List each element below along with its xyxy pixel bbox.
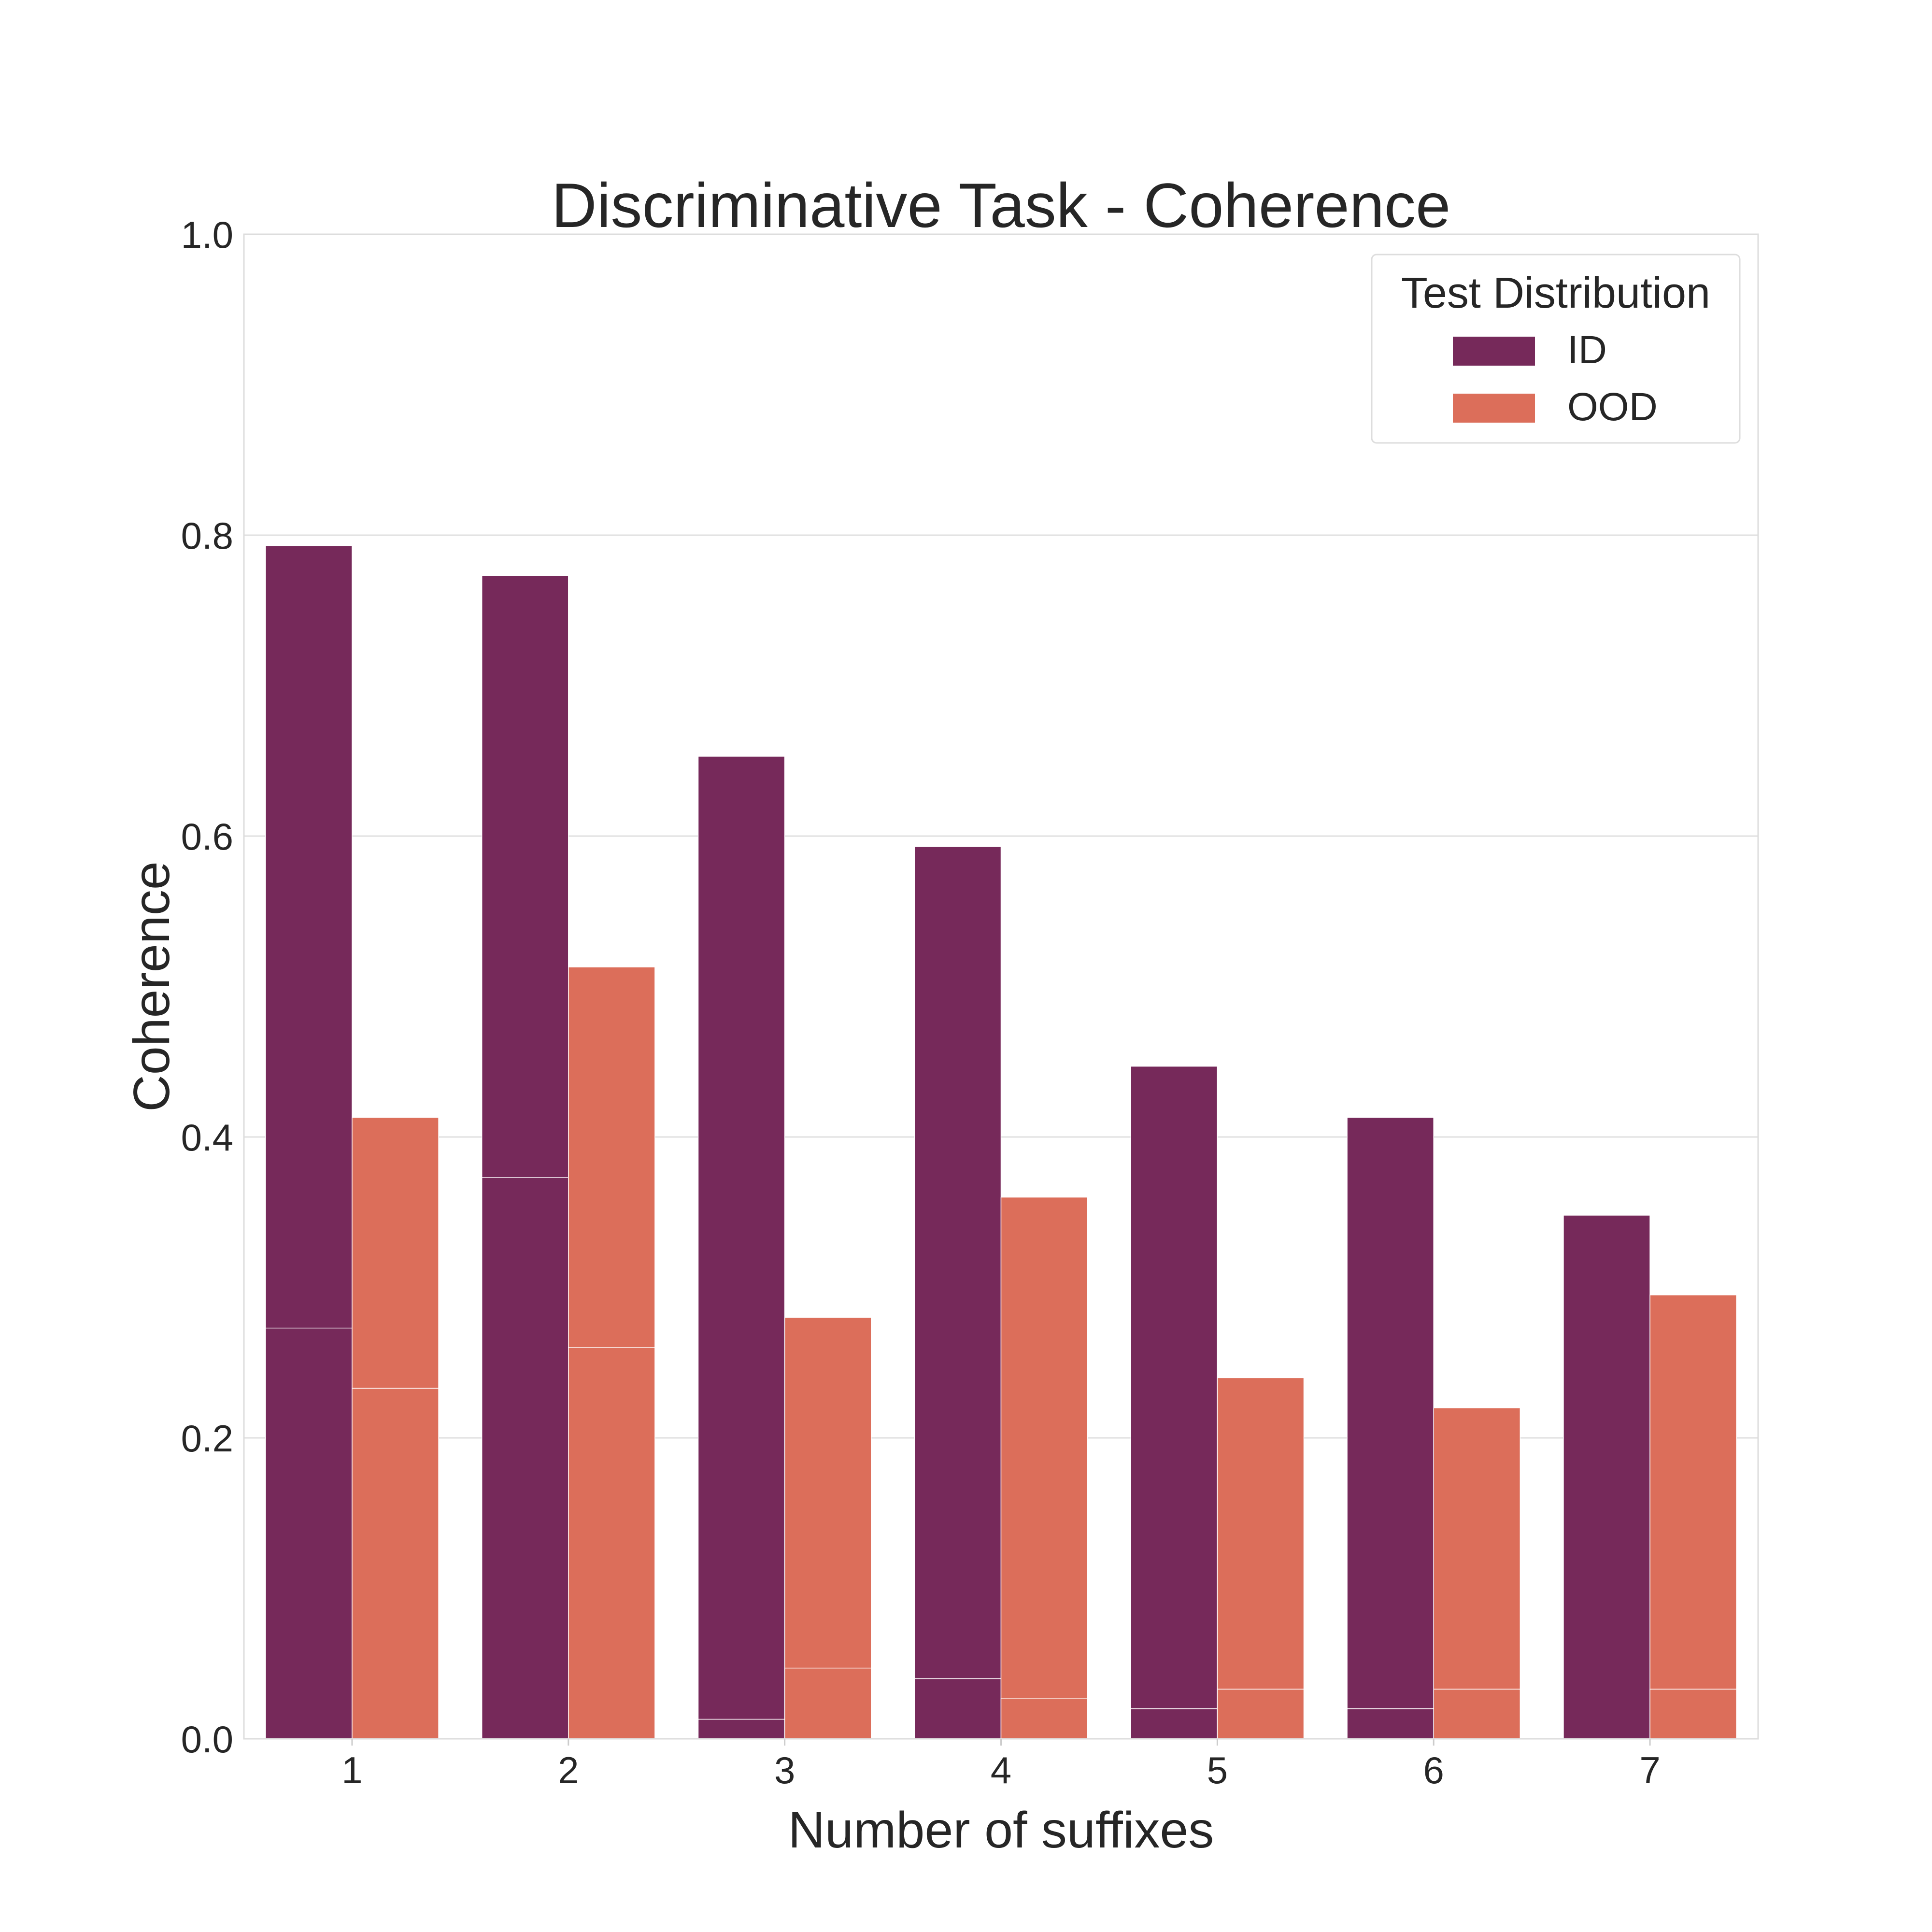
y-tick-label: 0.4 <box>181 1116 233 1159</box>
legend-swatch-id <box>1453 337 1535 366</box>
bar-id-6 <box>1347 1117 1434 1739</box>
chart-title: Discriminative Task - Coherence <box>552 170 1451 241</box>
x-tick-label: 7 <box>1639 1749 1660 1791</box>
bar-id-3 <box>697 756 785 1739</box>
bar-ood-6 <box>1433 1407 1521 1739</box>
x-tick-label: 6 <box>1423 1749 1444 1791</box>
bar-ood-5 <box>1217 1377 1305 1739</box>
bar-inner-ood-4 <box>1000 1698 1088 1739</box>
bar-id-7 <box>1563 1215 1650 1739</box>
legend-label-id: ID <box>1567 328 1607 372</box>
bar-inner-id-6 <box>1347 1708 1434 1739</box>
y-tick-label: 1.0 <box>181 213 233 256</box>
bar-inner-id-1 <box>265 1327 353 1739</box>
bar-id-5 <box>1130 1065 1218 1739</box>
x-tick-label: 1 <box>341 1749 362 1791</box>
y-tick-label: 0.0 <box>181 1718 233 1761</box>
x-tick-label: 5 <box>1207 1749 1228 1791</box>
legend-entries: ID OOD <box>1453 328 1658 429</box>
legend-swatch-ood <box>1453 394 1535 423</box>
legend: Test Distribution ID OOD <box>1371 254 1741 444</box>
legend-label-ood: OOD <box>1567 385 1658 429</box>
tick-labels: 0.0 0.2 0.4 0.6 0.8 1.0 1 2 3 4 5 6 7 <box>181 213 1661 1791</box>
bar-inner-ood-6 <box>1433 1689 1521 1739</box>
y-axis-label: Coherence <box>123 861 180 1112</box>
bar-ood-7 <box>1649 1294 1737 1739</box>
bars <box>265 545 1737 1739</box>
bar-inner-ood-3 <box>784 1667 872 1739</box>
y-tick-label: 0.2 <box>181 1417 233 1460</box>
bar-inner-ood-7 <box>1649 1689 1737 1739</box>
bar-id-4 <box>914 846 1002 1739</box>
legend-title: Test Distribution <box>1401 269 1710 317</box>
x-axis-label: Number of suffixes <box>788 1802 1214 1859</box>
y-tick-label: 0.8 <box>181 514 233 557</box>
bar-inner-ood-1 <box>352 1388 439 1739</box>
bar-inner-id-3 <box>697 1719 785 1739</box>
x-tick-label: 4 <box>991 1749 1011 1791</box>
bar-inner-ood-2 <box>568 1347 655 1739</box>
bar-ood-4 <box>1000 1196 1088 1739</box>
y-tick-label: 0.6 <box>181 815 233 858</box>
x-tick-label: 2 <box>558 1749 579 1791</box>
bar-inner-ood-5 <box>1217 1689 1305 1739</box>
bar-inner-id-2 <box>481 1177 569 1739</box>
bar-inner-id-5 <box>1130 1708 1218 1739</box>
bar-inner-id-4 <box>914 1678 1002 1739</box>
x-tick-label: 3 <box>774 1749 795 1791</box>
